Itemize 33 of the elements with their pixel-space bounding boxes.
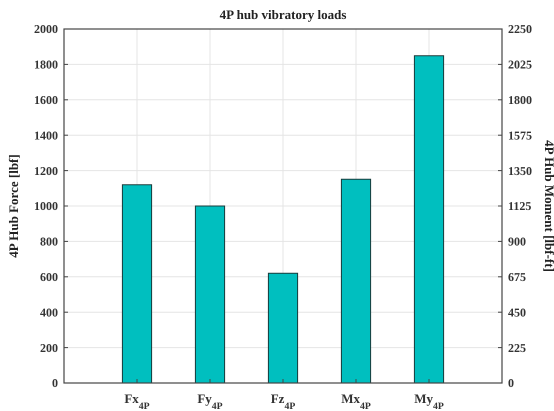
y-tick-label: 400: [40, 305, 58, 320]
y-tick-label: 600: [40, 270, 58, 284]
y2-tick-label: 675: [508, 270, 526, 284]
x-tick-label: Mx$_{4P}$: [341, 391, 371, 411]
y2-tick-label: 900: [508, 234, 526, 249]
y2-tick-label: 450: [508, 305, 526, 320]
bar: [268, 272, 298, 384]
y2-tick-label: 1125: [508, 199, 532, 214]
y2-tick-label: 1350: [508, 164, 532, 178]
x-tick-label: Fx$_{4P}$: [124, 391, 150, 411]
bar: [194, 206, 226, 384]
y2-tick-label: 1800: [508, 93, 532, 107]
y-tick-label: 1600: [34, 93, 58, 107]
y2-tick-label: 225: [508, 340, 526, 355]
y2-axis-title: 4P Hub Moment [lbf-ft]: [542, 140, 554, 272]
y2-tick-label: 0: [508, 376, 514, 390]
y2-tick-label: 2250: [508, 22, 532, 36]
y-tick-label: 1400: [34, 128, 58, 142]
y2-tick-label: 1575: [508, 128, 532, 142]
y-tick-label: 1000: [34, 199, 58, 214]
y-tick-label: 0: [52, 376, 58, 390]
y-axis-title: 4P Hub Force [lbf]: [6, 154, 21, 258]
y-tick-label: 200: [40, 340, 58, 355]
y2-tick-label: 2025: [508, 58, 532, 72]
y-tick-label: 1200: [34, 164, 58, 178]
bar: [122, 184, 152, 384]
chart-title: 4P hub vibratory loads: [220, 7, 346, 22]
x-tick-label: Fz$_{4P}$: [270, 391, 296, 411]
x-tick-label: My$_{4P}$: [414, 391, 444, 411]
x-tick-label: Fy$_{4P}$: [197, 391, 223, 411]
y-tick-label: 2000: [34, 22, 58, 36]
y-tick-label: 1800: [34, 58, 58, 72]
y-tick-label: 800: [40, 234, 58, 249]
